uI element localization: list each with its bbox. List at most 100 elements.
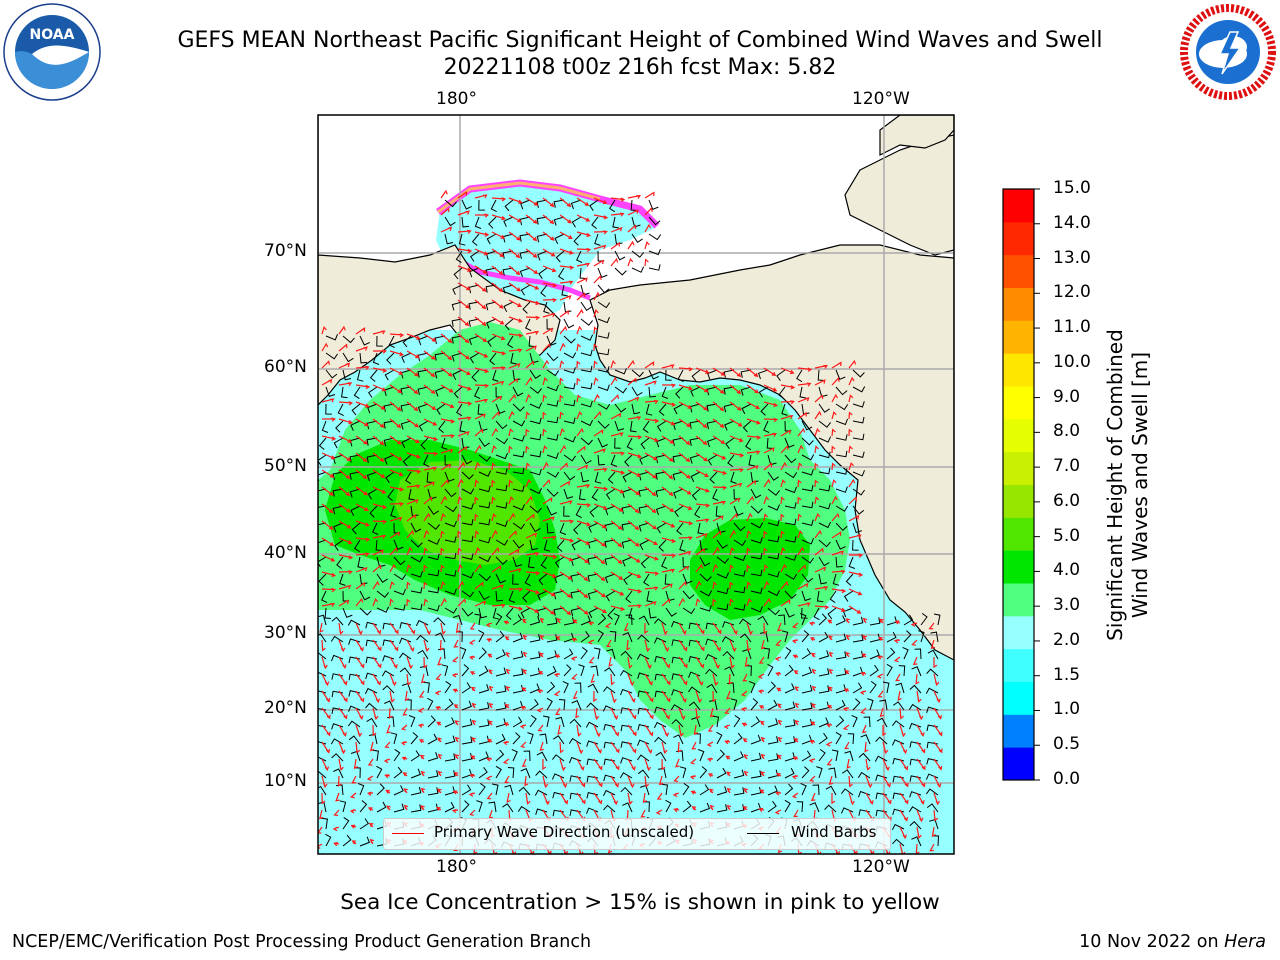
wind-barb	[588, 607, 599, 619]
wave-direction-arrow	[814, 512, 821, 522]
wave-direction-arrow	[797, 546, 805, 556]
wind-barb	[546, 369, 560, 377]
wind-barb	[699, 573, 712, 582]
wind-barb	[469, 352, 480, 364]
wave-direction-arrow	[661, 569, 675, 573]
wave-direction-arrow	[440, 622, 446, 636]
wind-barb	[537, 250, 548, 261]
wave-direction-arrow	[372, 519, 388, 525]
wind-barb	[538, 267, 548, 279]
wave-direction-arrow	[916, 690, 922, 703]
wind-barb	[706, 420, 718, 430]
wave-direction-arrow	[576, 360, 581, 369]
wind-barb	[478, 629, 485, 643]
wind-barb	[563, 335, 576, 344]
wave-direction-arrow	[474, 194, 488, 199]
wind-barb	[722, 650, 735, 660]
wind-barb	[324, 607, 332, 619]
wave-direction-arrow	[678, 536, 693, 541]
wave-direction-arrow	[542, 298, 557, 303]
wave-direction-arrow	[406, 350, 420, 359]
wind-barb	[903, 630, 912, 643]
wave-direction-arrow	[491, 282, 504, 293]
colorbar-frame	[1002, 188, 1035, 781]
wind-barb	[366, 420, 378, 430]
wind-barb	[655, 488, 667, 498]
wave-direction-arrow	[593, 244, 607, 250]
colorbar-segment	[1003, 189, 1034, 223]
wave-direction-arrow	[658, 775, 664, 786]
wave-direction-arrow	[423, 466, 438, 471]
footer-date: 10 Nov 2022 on Hera	[1079, 932, 1266, 952]
wind-barb	[529, 386, 542, 394]
wave-direction-arrow	[423, 384, 436, 395]
wave-direction-arrow	[627, 690, 636, 703]
wind-barb	[767, 535, 780, 543]
wave-direction-arrow	[539, 617, 545, 624]
wind-barb	[835, 468, 848, 475]
wind-barb	[529, 522, 541, 533]
wind-barb	[334, 539, 344, 551]
wave-direction-arrow	[644, 741, 653, 755]
wind-barb	[699, 605, 712, 612]
wind-barb	[348, 735, 361, 745]
wave-direction-arrow	[661, 520, 676, 528]
wave-direction-arrow	[673, 808, 680, 813]
wind-barb	[478, 767, 488, 779]
wind-barb	[488, 216, 497, 229]
wave-direction-arrow	[457, 350, 470, 360]
wind-barb	[852, 369, 865, 378]
map-frame	[317, 114, 955, 855]
lat-label-30n: 30°N	[264, 623, 307, 643]
colorbar-segment	[1003, 221, 1034, 256]
wind-barb	[468, 301, 480, 310]
wind-barb	[818, 732, 828, 745]
wind-barb	[332, 471, 344, 480]
wind-barb	[852, 539, 859, 551]
wind-barb	[784, 486, 797, 494]
wave-direction-arrow	[321, 707, 331, 720]
wind-barb	[664, 573, 672, 585]
wind-barb	[410, 505, 419, 517]
wind-barb	[384, 700, 395, 711]
wind-barb	[410, 522, 422, 533]
wind-barb	[730, 471, 737, 484]
wind-barb	[688, 701, 701, 711]
wave-direction-arrow	[435, 806, 442, 811]
wind-barb	[733, 604, 746, 611]
wind-barb	[571, 216, 582, 228]
wave-direction-arrow	[474, 479, 480, 488]
wave-direction-arrow	[321, 571, 337, 578]
wave-direction-arrow	[865, 775, 873, 789]
wind-barb	[640, 437, 650, 450]
wind-barb	[517, 805, 531, 813]
wave-direction-arrow	[746, 479, 756, 488]
wind-barb	[636, 754, 650, 762]
wave-direction-arrow	[351, 840, 357, 845]
wind-barb	[825, 785, 837, 796]
wind-barb	[891, 823, 905, 831]
wave-direction-arrow	[525, 376, 533, 386]
wind-barb	[470, 250, 480, 262]
wave-direction-arrow	[355, 690, 365, 703]
wind-barb	[461, 572, 474, 579]
wave-direction-arrow	[468, 792, 476, 797]
wave-direction-arrow	[910, 622, 918, 627]
wave-direction-arrow	[930, 639, 936, 650]
wind-barb	[835, 539, 846, 550]
wave-direction-arrow	[437, 753, 443, 760]
wave-direction-arrow	[933, 690, 941, 704]
wave-direction-arrow	[402, 707, 408, 716]
wind-barb	[417, 352, 429, 362]
wind-barb	[869, 649, 880, 660]
wave-direction-arrow	[491, 444, 497, 454]
wave-direction-arrow	[559, 280, 574, 285]
wind-barb	[385, 471, 395, 483]
wind-barb	[784, 554, 797, 561]
wave-direction-arrow	[861, 724, 867, 734]
wave-direction-arrow	[457, 367, 471, 375]
wave-direction-arrow	[726, 787, 732, 794]
wind-barb	[318, 437, 327, 450]
wind-barb	[444, 753, 456, 762]
colorbar-tick-label: 6.0	[1053, 490, 1081, 511]
